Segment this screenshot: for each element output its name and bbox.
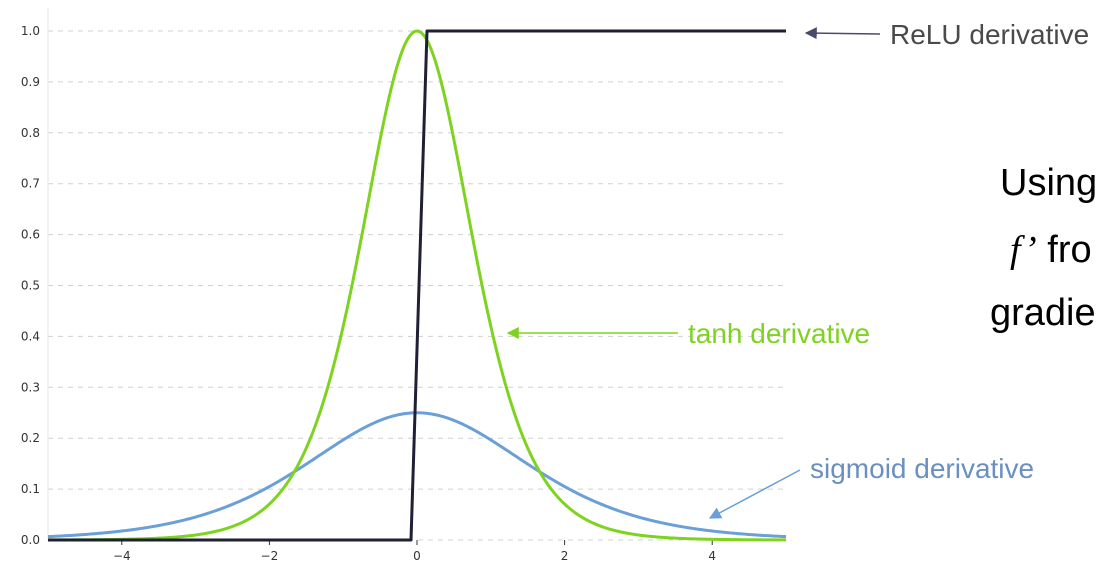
side-text-line-1: Using [1000, 162, 1098, 204]
y-tick-label: 0.2 [21, 431, 40, 445]
x-tick-label: 4 [708, 549, 716, 563]
sigmoid-annotation-label: sigmoid derivative [810, 453, 1034, 484]
annotations: ReLU derivative tanh derivative sigmoid … [506, 19, 1089, 519]
relu-derivative-line [48, 29, 786, 542]
side-text-line-2: f’ fro [1010, 228, 1092, 272]
series-lines [47, 29, 787, 542]
y-tick-label: 0.9 [21, 75, 40, 89]
relu-annotation-arrow [804, 27, 881, 40]
y-tick-label: 0.4 [21, 329, 40, 343]
side-text-line-2-rest: fro [1047, 229, 1092, 271]
y-tick-label: 0.3 [21, 380, 40, 394]
y-axis-ticks: 0.0 0.1 0.2 0.3 0.4 0.5 0.6 0.7 0.8 0.9 1.0 [21, 24, 40, 547]
y-tick-label: 0.0 [21, 533, 40, 547]
side-text-italic: f’ [1010, 229, 1037, 271]
x-tick-label: −2 [261, 549, 279, 563]
relu-annotation-label: ReLU derivative [890, 19, 1089, 50]
sigmoid-derivative-line [47, 411, 787, 539]
y-tick-label: 0.6 [21, 228, 40, 242]
x-tick-label: 0 [413, 549, 421, 563]
side-text-line-3: gradie [990, 292, 1096, 334]
tanh-annotation-label: tanh derivative [688, 318, 870, 349]
y-tick-label: 0.7 [21, 177, 40, 191]
y-tick-label: 1.0 [21, 24, 40, 38]
x-tick-label: −4 [113, 549, 131, 563]
y-tick-label: 0.8 [21, 126, 40, 140]
sigmoid-annotation-arrow [708, 469, 801, 519]
y-tick-label: 0.1 [21, 482, 40, 496]
x-tick-label: 2 [561, 549, 569, 563]
tanh-derivative-line [47, 29, 787, 542]
x-axis-ticks: −4 −2 0 2 4 [113, 540, 716, 563]
y-tick-label: 0.5 [21, 279, 40, 293]
grid-lines [48, 30, 786, 541]
